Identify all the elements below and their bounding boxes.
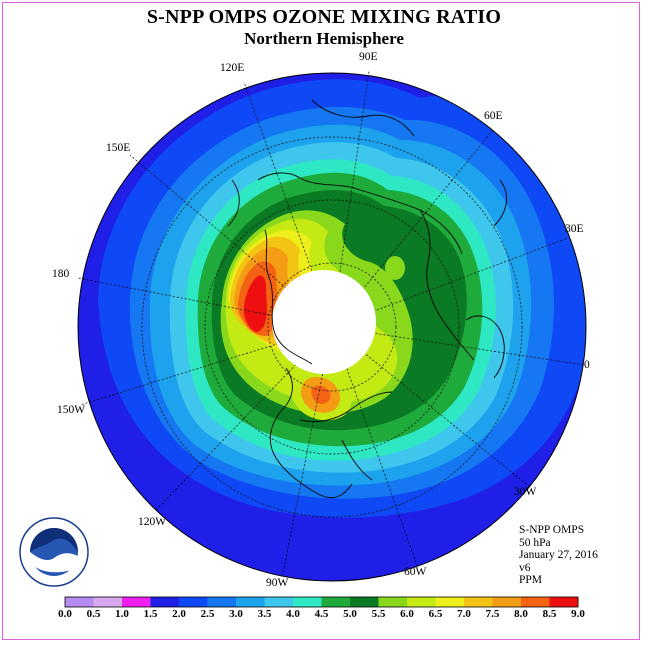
info-instrument: S-NPP OMPS [519, 524, 585, 536]
info-version: v6 [519, 561, 531, 574]
colorbar-swatch [435, 597, 465, 607]
lon-label-180: 180 [52, 268, 70, 280]
lon-label-120e: 120E [220, 62, 245, 74]
colorbar-swatch [207, 597, 237, 607]
map-subtitle: Northern Hemisphere [244, 29, 404, 48]
colorbar-swatch [65, 597, 94, 607]
colorbar-tick-label: 8.0 [514, 608, 528, 620]
colorbar-tick-label: 7.0 [457, 608, 471, 620]
colorbar [64, 596, 579, 608]
colorbar-tick-label: 9.0 [571, 608, 585, 620]
lon-label-0: 0 [584, 359, 590, 371]
colorbar-swatch [264, 597, 294, 607]
band-8p5 [244, 275, 267, 332]
map-title: S-NPP OMPS OZONE MIXING RATIO [146, 6, 502, 28]
colorbar-swatch [549, 597, 579, 607]
lon-label-90e: 90E [359, 51, 378, 63]
map-boundary [77, 72, 587, 582]
colorbar-swatch [350, 597, 379, 607]
colorbar-tick-label: 3.5 [257, 608, 272, 620]
colorbar-swatch [150, 597, 180, 607]
colorbar-tick-label: 7.5 [485, 608, 500, 620]
colorbar-tick-label: 5.0 [343, 608, 357, 620]
colorbar-tick-label: 2.0 [172, 608, 186, 620]
colorbar-tick-label: 5.5 [371, 608, 386, 620]
colorbar-swatch [122, 597, 151, 607]
colorbar-tick-label: 0.0 [58, 608, 72, 620]
lon-label-150e: 150E [106, 142, 131, 154]
colorbar-tick-label: 6.0 [400, 608, 414, 620]
lon-label-90w: 90W [266, 577, 289, 589]
blob-5p5-east [385, 256, 405, 280]
lon-label-30e: 30E [565, 223, 584, 235]
colorbar-tick-label: 1.0 [115, 608, 129, 620]
colorbar-swatch [464, 597, 493, 607]
colorbar-tick-label: 2.5 [200, 608, 215, 620]
lon-label-60e: 60E [484, 110, 503, 122]
colorbar-tick-label: 4.5 [314, 608, 329, 620]
lon-label-150w: 150W [57, 404, 86, 416]
info-date: January 27, 2016 [519, 549, 598, 562]
lon-label-120w: 120W [138, 516, 167, 528]
blob-8p0-west [311, 385, 331, 404]
colorbar-swatch [236, 597, 265, 607]
colorbar-swatch [492, 597, 522, 607]
info-units: PPM [519, 574, 543, 587]
colorbar-swatch [179, 597, 208, 607]
colorbar-tick-label: 0.5 [86, 608, 101, 620]
info-block: S-NPP OMPS 50 hPa January 27, 2016 v6 PP… [519, 524, 598, 587]
colorbar-tick-label: 6.5 [428, 608, 443, 620]
colorbar-tick-label: 1.5 [143, 608, 158, 620]
colorbar-tick-label: 4.0 [286, 608, 300, 620]
colorbar-tick-label: 3.0 [229, 608, 243, 620]
info-level: 50 hPa [519, 536, 551, 549]
colorbar-tick-label: 8.5 [542, 608, 557, 620]
colorbar-swatch [93, 597, 123, 607]
colorbar-swatch [521, 597, 550, 607]
graticule [77, 70, 586, 579]
coastlines [227, 99, 507, 498]
colorbar-swatch [321, 597, 351, 607]
lon-label-60w: 60W [404, 566, 427, 578]
lon-label-30w: 30W [514, 486, 537, 498]
colorbar-swatch [378, 597, 408, 607]
colorbar-swatch [407, 597, 436, 607]
colorbar-swatch [293, 597, 322, 607]
noaa-logo [19, 517, 89, 587]
polar-no-data-hole [272, 270, 376, 374]
